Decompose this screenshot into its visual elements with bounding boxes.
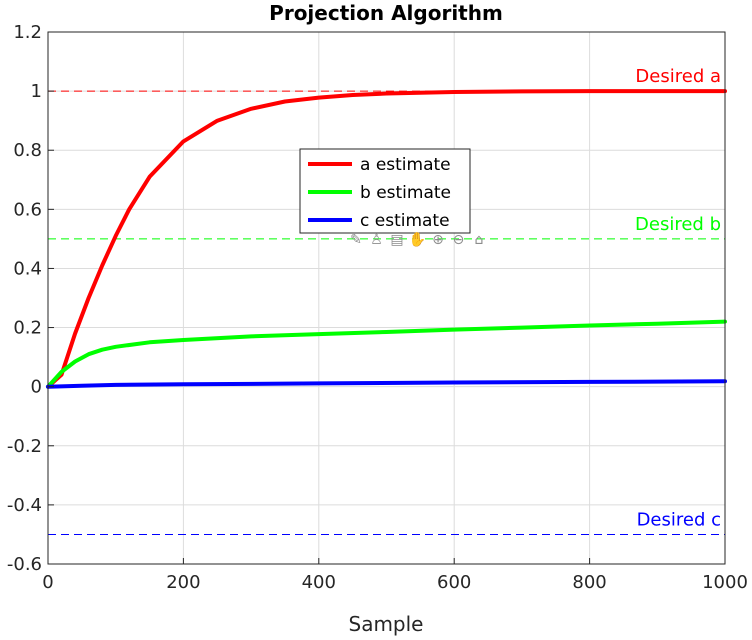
series-line [46,319,727,389]
export-icon[interactable]: ✎ [350,232,362,248]
x-tick-label: 0 [42,572,53,593]
series-line [46,89,727,389]
grid-lines [47,31,726,565]
x-tick-label: 200 [166,572,200,593]
x-tick-label: 400 [302,572,336,593]
axes-toolbar: ✎ ♙ ▤ ✋ ⊕ ⊖ ⌂ [350,231,483,248]
y-tick-label: 0.2 [13,318,42,339]
y-tick-label: -0.6 [7,554,42,575]
y-tick-label: 1 [31,81,42,102]
reference-label: Desired c [637,509,721,530]
zoom-out-icon[interactable]: ⊖ [453,232,465,248]
x-tick-label: 800 [572,572,606,593]
x-tick-label: 1000 [702,572,748,593]
y-tick-label: 0.8 [13,140,42,161]
x-axis-label: Sample [349,612,424,636]
y-tick-label: -0.4 [7,495,42,516]
y-tick-label: 0.4 [13,258,42,279]
legend-label: b estimate [360,183,451,203]
y-tick-label: 1.2 [13,22,42,43]
brush-icon[interactable]: ♙ [370,232,383,248]
chart-title: Projection Algorithm [269,1,503,25]
series-line [46,379,727,389]
axis-ticks: 0 200 400 600 800 1000 -0.6 -0.4 -0.2 0 0.2 0.4 0.6 0… [7,22,748,593]
pan-icon[interactable]: ✋ [409,231,426,248]
legend-label: c estimate [360,211,450,231]
y-tick-label: -0.2 [7,436,42,457]
y-tick-label: 0 [31,377,42,398]
reference-label: Desired b [635,214,721,235]
legend: a estimate b estimate c estimate [299,148,471,234]
x-tick-label: 600 [437,572,471,593]
reference-lines: Desired a Desired b Desired c [48,66,725,535]
legend-label: a estimate [360,155,451,175]
reference-label: Desired a [635,66,721,87]
home-icon[interactable]: ⌂ [475,232,484,248]
zoom-in-icon[interactable]: ⊕ [432,232,444,248]
plot-area [47,31,726,565]
datatips-icon[interactable]: ▤ [390,232,403,248]
series-lines [46,89,727,389]
y-tick-label: 0.6 [13,199,42,220]
